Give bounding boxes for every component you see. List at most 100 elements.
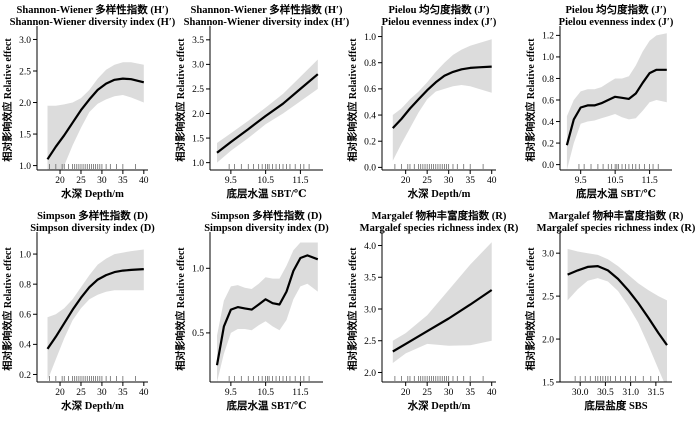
chart-title-en: Shannon-Wiener diversity index (H′): [10, 17, 176, 28]
chart-title-cn: Shannon-Wiener 多样性指数 (H′): [191, 3, 343, 16]
y-axis-label: 相对影响效应 Relative effect: [346, 247, 359, 371]
chart-panel-4: Pielou 均匀度指数 (J′)Pielou evenness index (…: [524, 3, 674, 200]
x-axis-label: 底层水温 SBT/℃: [576, 187, 656, 200]
x-tick-label: 30.0: [572, 388, 589, 398]
y-axis-label: 相对影响效应 Relative effect: [346, 38, 359, 162]
y-tick-label: 0.2: [542, 139, 554, 149]
x-tick-label: 11.5: [641, 176, 658, 186]
fitted-line: [392, 65, 492, 129]
chart-panel-7: Margalef 物种丰富度指数 (R)Margalef species ric…: [346, 209, 519, 412]
y-tick-label: 0.8: [542, 75, 554, 85]
y-tick-label: 4.0: [364, 242, 376, 252]
x-tick-label: 25: [76, 176, 86, 186]
chart-panel-8: Margalef 物种丰富度指数 (R)Margalef species ric…: [524, 209, 696, 412]
x-tick-label: 20: [401, 176, 411, 186]
x-axis-label: 水深 Depth/m: [60, 187, 124, 200]
y-tick-label: 0.0: [542, 161, 554, 171]
y-tick-label: 3.5: [364, 274, 376, 284]
x-axis-label: 水深 Depth/m: [407, 399, 471, 412]
x-axis-label: 底层盐度 SBS: [584, 399, 647, 412]
x-tick-label: 40: [487, 176, 497, 186]
confidence-band: [47, 62, 144, 170]
y-tick-label: 0.6: [364, 85, 376, 95]
x-tick-label: 40: [139, 388, 149, 398]
y-tick-label: 1.0: [364, 33, 376, 43]
y-tick-label: 1.2: [542, 32, 554, 42]
y-tick-label: 0.6: [19, 311, 31, 321]
x-axis-label: 水深 Depth/m: [407, 187, 471, 200]
y-tick-label: 3.0: [19, 36, 31, 46]
fitted-line: [46, 77, 145, 160]
x-tick-label: 10.5: [607, 176, 624, 186]
x-tick-label: 31.0: [622, 388, 639, 398]
y-tick-label: 1.0: [192, 265, 204, 275]
chart-title-cn: Pielou 均匀度指数 (J′): [566, 3, 667, 16]
chart-title-en: Shannon-Wiener diversity index (H′): [184, 17, 350, 28]
y-tick-label: 0.4: [19, 341, 31, 351]
chart-panel-1: Shannon-Wiener 多样性指数 (H′)Shannon-Wiener …: [1, 3, 176, 200]
y-tick-label: 1.5: [192, 134, 204, 144]
y-axis-label: 相对影响效应 Relative effect: [1, 247, 14, 371]
x-tick-label: 9.5: [225, 176, 237, 186]
y-tick-label: 2.5: [364, 337, 376, 347]
chart-title-cn: Pielou 均匀度指数 (J′): [389, 3, 490, 16]
x-tick-label: 25: [422, 388, 432, 398]
chart-panel-2: Shannon-Wiener 多样性指数 (H′)Shannon-Wiener …: [174, 3, 350, 200]
x-tick-label: 9.5: [575, 176, 587, 186]
y-tick-label: 2.0: [364, 369, 376, 379]
x-tick-label: 11.5: [292, 388, 309, 398]
confidence-band: [47, 249, 144, 381]
x-tick-label: 30.5: [597, 388, 614, 398]
fitted-line: [46, 268, 144, 350]
y-tick-label: 0.4: [364, 111, 376, 121]
y-axis-label: 相对影响效应 Relative effect: [174, 38, 187, 162]
x-tick-label: 20: [55, 388, 65, 398]
x-tick-label: 10.5: [257, 388, 274, 398]
chart-panel-6: Simpson 多样性指数 (D)Simpson diversity index…: [174, 209, 329, 412]
x-tick-label: 40: [139, 176, 149, 186]
y-tick-label: 0.4: [542, 118, 554, 128]
y-axis-label: 相对影响效应 Relative effect: [524, 247, 537, 371]
chart-title-en: Margalef species richness index (R): [360, 223, 519, 234]
chart-title-en: Simpson diversity index (D): [204, 223, 329, 234]
y-tick-label: 2.0: [19, 99, 31, 109]
confidence-band: [392, 242, 492, 363]
x-tick-label: 10.5: [257, 176, 274, 186]
x-axis-label: 底层水温 SBT/℃: [227, 187, 307, 200]
y-tick-label: 1.0: [192, 159, 204, 169]
y-tick-label: 0.0: [364, 164, 376, 174]
y-tick-label: 3.0: [364, 305, 376, 315]
y-tick-label: 3.0: [192, 61, 204, 71]
y-tick-label: 2.5: [192, 85, 204, 95]
x-tick-label: 9.5: [225, 388, 237, 398]
y-tick-label: 3.0: [542, 249, 554, 259]
confidence-band: [217, 59, 318, 163]
fitted-line: [215, 254, 319, 366]
y-tick-label: 0.6: [542, 96, 554, 106]
fitted-line: [392, 289, 493, 353]
x-axis-label: 底层水温 SBT/℃: [227, 399, 307, 412]
fitted-line: [567, 265, 668, 346]
chart-panel-3: Pielou 均匀度指数 (J′)Pielou evenness index (…: [346, 3, 497, 200]
confidence-band: [566, 33, 667, 170]
x-tick-label: 30: [444, 176, 454, 186]
confidence-band: [567, 248, 667, 382]
x-tick-label: 25: [76, 388, 86, 398]
x-tick-label: 30: [97, 388, 107, 398]
confidence-band: [217, 242, 318, 382]
x-tick-label: 20: [401, 388, 411, 398]
y-tick-label: 0.2: [19, 371, 31, 381]
x-tick-label: 30: [97, 176, 107, 186]
y-tick-label: 2.0: [192, 110, 204, 120]
y-tick-label: 1.5: [542, 378, 554, 388]
x-tick-label: 35: [465, 176, 475, 186]
x-tick-label: 25: [422, 176, 432, 186]
chart-title-en: Pielou evenness index (J′): [559, 17, 674, 28]
x-tick-label: 35: [118, 388, 128, 398]
x-tick-label: 20: [55, 176, 65, 186]
y-axis-label: 相对影响效应 Relative effect: [1, 38, 14, 162]
x-tick-label: 11.5: [292, 176, 309, 186]
y-tick-label: 2.5: [542, 292, 554, 302]
y-tick-label: 1.0: [19, 250, 31, 260]
